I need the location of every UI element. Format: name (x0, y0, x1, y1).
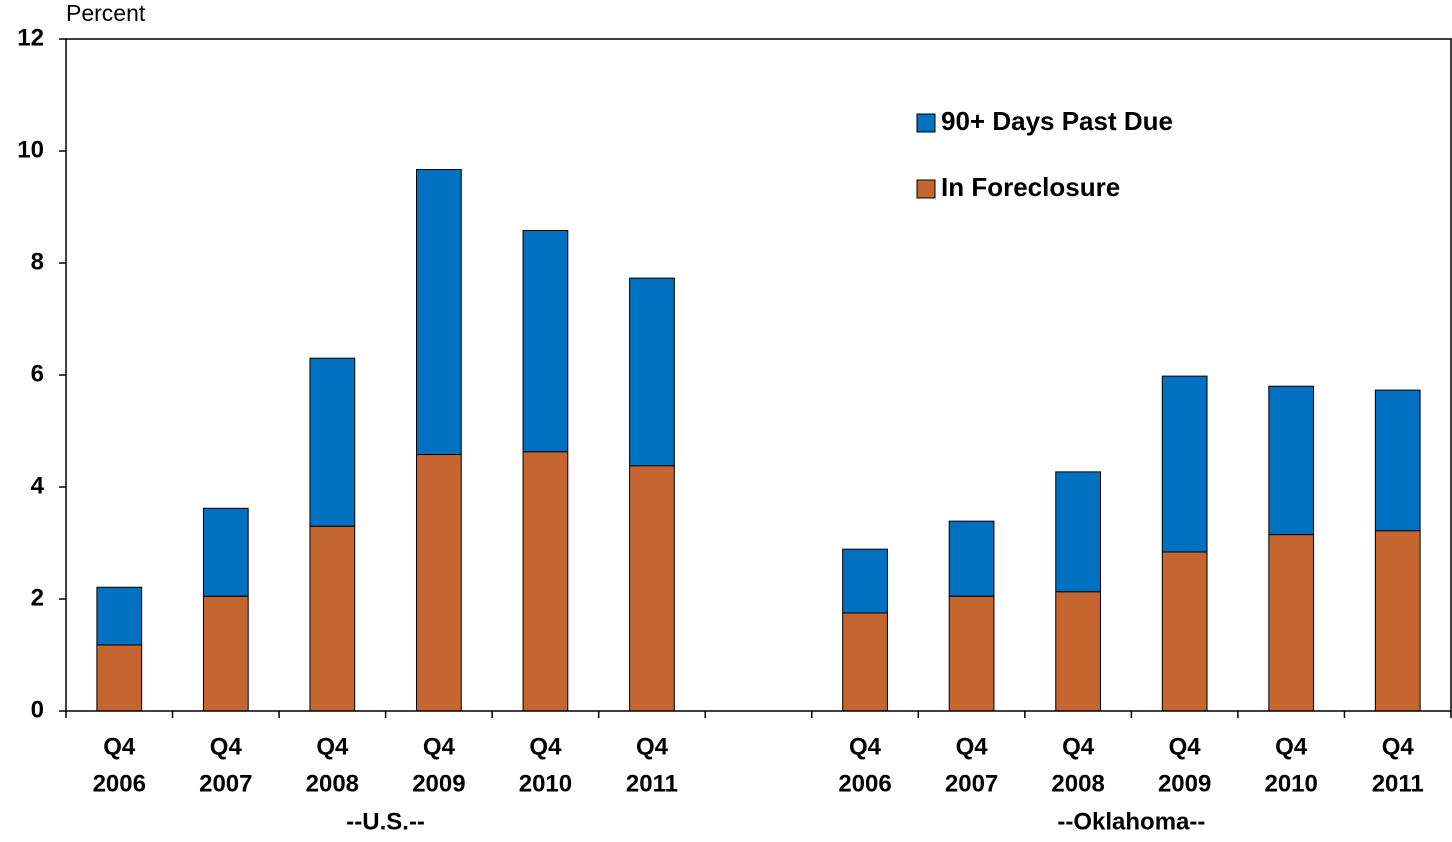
x-tick-label: 2011 (1372, 770, 1424, 797)
y-tick-label: 12 (17, 24, 44, 51)
x-tick-label: Q4 (103, 733, 136, 760)
x-tick-label: 2008 (1051, 770, 1104, 797)
x-tick-label: 2008 (306, 770, 359, 797)
x-tick-label: Q4 (1275, 733, 1308, 760)
bar-segment (842, 612, 888, 712)
y-tick-label: 0 (31, 696, 44, 723)
x-tick-label: Q4 (1382, 733, 1415, 760)
x-tick-label: 2006 (93, 770, 146, 797)
x-tick-label: Q4 (1062, 733, 1095, 760)
bar-segment (1374, 389, 1421, 532)
y-tick-label: 8 (31, 248, 44, 275)
x-tick-label: 2006 (838, 770, 891, 797)
bar-segment (1374, 530, 1421, 712)
bar-segment (202, 595, 249, 712)
bar-segment (1055, 471, 1101, 593)
x-tick-label: Q4 (849, 733, 882, 760)
x-tick-label: 2010 (1264, 770, 1317, 797)
bar-segment (416, 168, 462, 456)
y-tick-label: 6 (31, 360, 44, 387)
bar-segment (416, 454, 462, 712)
x-tick-label: Q4 (423, 733, 456, 760)
x-tick-label: 2007 (199, 770, 252, 797)
x-tick-label: Q4 (210, 733, 243, 760)
x-tick-label: 2009 (412, 770, 465, 797)
bar-segment (629, 277, 675, 467)
bar-segment (522, 230, 569, 453)
x-tick-label: 2011 (626, 770, 678, 797)
bar-segment (1161, 551, 1208, 712)
y-tick-label: 10 (17, 136, 44, 163)
legend-swatch (916, 179, 936, 199)
bar-segment (948, 595, 995, 712)
group-label: --Oklahoma-- (1057, 808, 1205, 835)
x-tick-label: Q4 (1169, 733, 1202, 760)
bar-segment (1055, 591, 1101, 712)
bar-segment (1268, 385, 1315, 536)
y-tick-label: 4 (31, 472, 45, 499)
y-tick-label: 2 (31, 584, 44, 611)
bar-segment (202, 507, 249, 597)
x-tick-label: Q4 (316, 733, 349, 760)
legend-label: In Foreclosure (941, 172, 1120, 202)
bar-segment (948, 520, 995, 597)
bar-segment (1161, 375, 1208, 553)
bar-segment (309, 357, 356, 527)
legend-swatch (916, 113, 936, 133)
x-tick-label: 2010 (519, 770, 572, 797)
bar-segment (842, 548, 888, 614)
x-tick-label: Q4 (956, 733, 989, 760)
y-axis-label: Percent (66, 0, 146, 26)
x-tick-label: 2009 (1158, 770, 1211, 797)
bar-segment (522, 451, 569, 712)
x-tick-label: Q4 (529, 733, 562, 760)
legend-label: 90+ Days Past Due (941, 106, 1173, 136)
x-tick-label: 2007 (945, 770, 998, 797)
bar-segment (96, 586, 143, 646)
bar-segment (309, 525, 356, 712)
bar-segment (629, 465, 675, 712)
group-label: --U.S.-- (346, 808, 425, 835)
x-tick-label: Q4 (636, 733, 669, 760)
bar-segment (1268, 534, 1315, 712)
plot-frame (65, 38, 1452, 712)
bar-segment (96, 644, 143, 712)
